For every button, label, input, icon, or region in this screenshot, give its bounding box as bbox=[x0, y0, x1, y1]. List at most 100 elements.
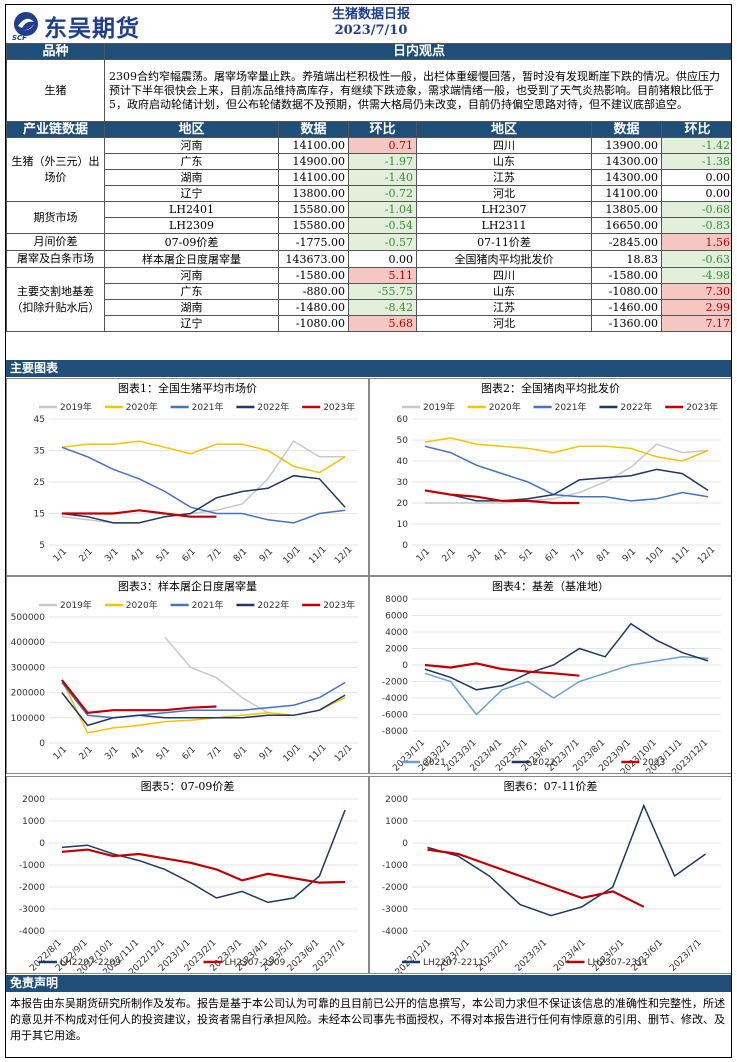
y-tick-label: 300000 bbox=[11, 663, 46, 673]
change-cell: 0.00 bbox=[348, 250, 417, 268]
y-tick-label: -3000 bbox=[382, 905, 408, 915]
series-line bbox=[424, 489, 580, 505]
table-row: 主要交割地基差（扣除升贴水后） 河南 -1580.00 5.11 四川 -1580.00-… bbox=[6, 267, 731, 332]
series-line bbox=[61, 474, 346, 524]
y-tick-label: -8000 bbox=[382, 727, 408, 737]
series-line bbox=[424, 656, 709, 716]
series-line bbox=[61, 681, 346, 719]
x-tick-label: 10/1 bbox=[282, 743, 303, 764]
legend-label: 2023年 bbox=[323, 401, 355, 413]
series-line bbox=[424, 437, 709, 462]
legend-label: 2020年 bbox=[126, 401, 158, 413]
x-tick-label: 12/1 bbox=[696, 545, 717, 566]
x-tick-label: 7/1 bbox=[206, 547, 223, 564]
chart-plot: 0 100000 200000 300000 400000 500000 1/1 2/1 3/1… bbox=[11, 599, 358, 764]
y-tick-label: -6000 bbox=[382, 711, 408, 721]
x-tick-label: 1/1 bbox=[52, 745, 69, 762]
legend-label: 2021年 bbox=[555, 401, 587, 413]
change-cell: 7.30 bbox=[660, 283, 731, 300]
series-line bbox=[427, 848, 645, 908]
y-tick-label: -2000 bbox=[19, 883, 45, 893]
legend-label: 2021年 bbox=[192, 599, 224, 611]
chain-column-header: 环比 bbox=[660, 121, 731, 138]
change-cell: -8.42 bbox=[348, 299, 417, 316]
intraday-view-row: 生猪 2309合约窄幅震荡。屠宰场宰量止跌。养殖端出栏积极性一般，出栏体重缓慢回落… bbox=[6, 59, 731, 122]
value-cell: 143673.00 bbox=[278, 250, 349, 268]
chain-column-header: 地区 bbox=[416, 121, 592, 138]
x-tick-label: 11/1 bbox=[307, 743, 328, 764]
region-cell: 江苏 bbox=[416, 299, 592, 316]
x-tick-label: 10/1 bbox=[282, 545, 303, 566]
legend-label: 2022年 bbox=[620, 401, 652, 413]
value-cell: -880.00 bbox=[278, 283, 349, 300]
region-cell: 湖南 bbox=[104, 169, 279, 186]
y-tick-label: 2000 bbox=[385, 645, 408, 655]
change-cell: -0.57 bbox=[348, 233, 417, 251]
charts-section-title: 主要图表 bbox=[6, 360, 731, 377]
value-cell: -1480.00 bbox=[278, 299, 349, 316]
change-cell: -4.98 bbox=[660, 267, 731, 284]
region-cell: 全国猪肉平均批发价 bbox=[416, 250, 592, 268]
region-cell: 辽宁 bbox=[104, 315, 279, 332]
value-cell: 13805.00 bbox=[591, 201, 662, 218]
table-row: 辽宁 -1080.00 5.68 河北 -1360.00 7.17 bbox=[7, 315, 731, 332]
chart-title: 图表5：07-09价差 bbox=[140, 780, 235, 793]
series-line bbox=[424, 662, 580, 677]
legend-label: LH2307-2311 bbox=[588, 958, 649, 968]
value-cell: -2845.00 bbox=[591, 233, 662, 251]
y-tick-label: 25 bbox=[34, 478, 45, 488]
series-line bbox=[424, 468, 709, 502]
series-line bbox=[424, 443, 709, 504]
region-cell: 四川 bbox=[416, 137, 592, 154]
chain-column-header: 数据 bbox=[278, 121, 349, 138]
y-tick-label: 4000 bbox=[385, 628, 408, 638]
chart-plot: 0 10 20 30 40 50 60 1/1 2/1 3/1 4/1 5/1 6/1 7/1 8/1 9/1… bbox=[397, 401, 721, 566]
chart-1: 图表1：全国生猪平均市场价 5 15 25 35 45 1/1 2/1 3/1 4/1 5/1 6/1… bbox=[6, 378, 369, 576]
change-cell: -0.68 bbox=[660, 201, 731, 218]
y-tick-label: 200000 bbox=[11, 689, 46, 699]
disclaimer-text: 本报告由东吴期货研究所制作及发布。报告是基于本公司认为可靠的且目前已公开的信息撰… bbox=[10, 997, 725, 1042]
change-cell: 2.99 bbox=[660, 299, 731, 316]
y-tick-label: 40 bbox=[397, 457, 409, 467]
report-title-block: 生猪数据日报 2023/7/10 bbox=[256, 7, 486, 39]
group-label: 月间价差 bbox=[6, 233, 105, 251]
y-tick-label: -2000 bbox=[382, 678, 408, 688]
table-row: 广东 14900.00 -1.97 山东 14300.00 -1.38 bbox=[7, 153, 731, 170]
value-cell: -1080.00 bbox=[591, 283, 662, 300]
legend-label: LH2307-2309 bbox=[225, 958, 286, 968]
value-cell: 14100.00 bbox=[278, 137, 349, 154]
region-cell: 山东 bbox=[416, 153, 592, 170]
x-tick-label: 6/1 bbox=[181, 745, 198, 762]
y-tick-label: 10 bbox=[397, 520, 409, 530]
x-tick-label: 12/1 bbox=[333, 545, 354, 566]
region-cell: 河南 bbox=[104, 267, 279, 284]
y-tick-label: 5 bbox=[39, 541, 45, 551]
value-cell: 14100.00 bbox=[591, 185, 662, 202]
report-header: 东吴期货 SCF 生猪数据日报 2023/7/10 bbox=[6, 5, 731, 43]
region-cell: 07-11价差 bbox=[416, 233, 592, 251]
x-tick-label: 4/1 bbox=[129, 745, 146, 762]
series-line bbox=[427, 803, 707, 917]
table-row: 生猪（外三元）出场价 河南 14100.00 0.71 四川 13900.00 -1.42 bbox=[6, 137, 731, 202]
x-tick-label: 2023/7/1 bbox=[668, 938, 704, 973]
change-cell: -0.63 bbox=[660, 250, 731, 268]
x-tick-label: 9/1 bbox=[258, 547, 275, 564]
legend-label: 2022年 bbox=[257, 599, 289, 611]
legend-label: 2021年 bbox=[192, 401, 224, 413]
chart-4: 图表4：基差（基准地） -8000 -6000 -4000 -2000 0 2000 4000… bbox=[369, 576, 731, 774]
region-cell: 湖南 bbox=[104, 299, 279, 316]
x-tick-label: 11/1 bbox=[670, 545, 691, 566]
company-abbr: SCF bbox=[12, 34, 27, 42]
y-tick-label: 60 bbox=[397, 415, 409, 425]
report-title: 生猪数据日报 bbox=[331, 7, 410, 22]
x-tick-label: 4/1 bbox=[129, 547, 146, 564]
series-line bbox=[164, 636, 269, 714]
logo-mark-icon bbox=[14, 12, 38, 36]
region-cell: 辽宁 bbox=[104, 185, 279, 202]
x-tick-label: 2023/4/1 bbox=[552, 938, 588, 973]
chart-title: 图表1：全国生猪平均市场价 bbox=[118, 382, 257, 395]
chain-column-header: 产业链数据 bbox=[6, 121, 105, 138]
series-line bbox=[424, 445, 709, 502]
x-tick-label: 4/1 bbox=[492, 547, 509, 564]
